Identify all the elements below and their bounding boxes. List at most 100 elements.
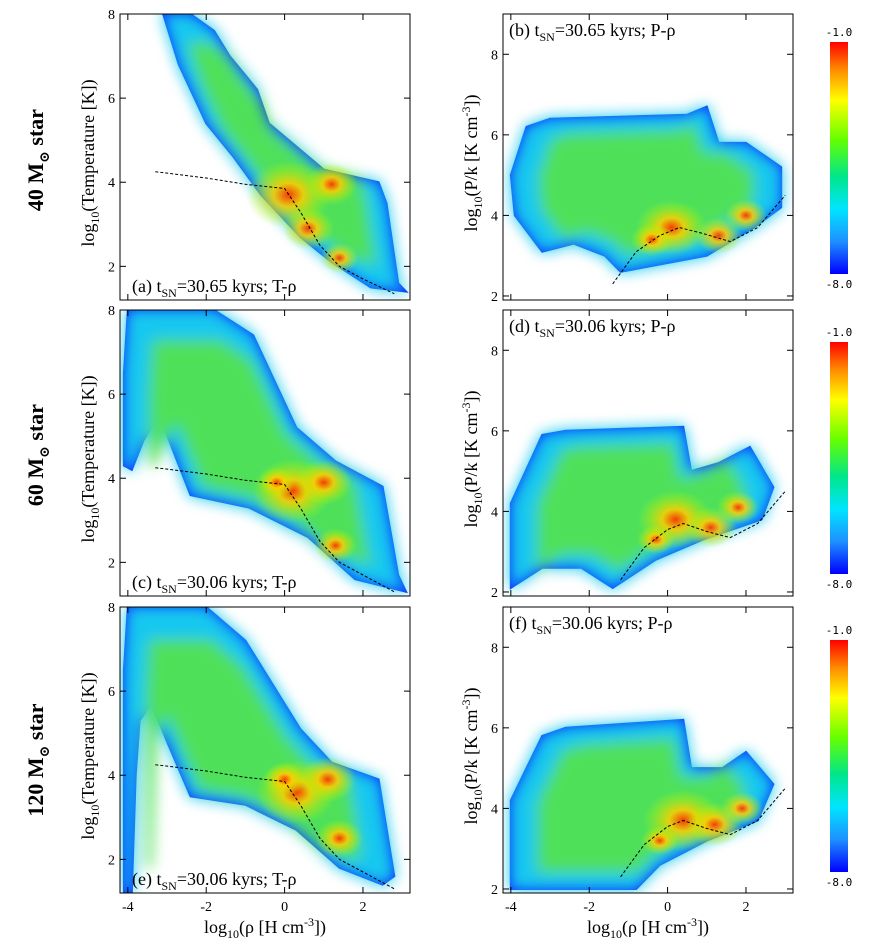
ytick-label-a-2: 6: [108, 92, 115, 107]
ytick-label-e-3: 8: [108, 601, 115, 616]
ytick-label-d-0: 2: [491, 586, 498, 601]
ytick-label-d-1: 4: [491, 505, 498, 520]
heatmap-c: [122, 310, 408, 594]
heatmap-f: [509, 718, 775, 890]
hotspot-e-2: [315, 819, 363, 858]
ytick-label-f-1: 4: [491, 802, 498, 817]
xtick-label-e-2: 0: [281, 900, 288, 915]
panel-label-e: (e) tSN=30.06 kyrs; T-ρ: [132, 869, 296, 893]
panel-c: 2 4 6 8 log10(Temperature [K]) (c) tSN=30.06 …: [78, 304, 411, 597]
hotspot-c-2: [314, 528, 357, 563]
panel-label-d: (d) tSN=30.06 kyrs; P-ρ: [509, 316, 676, 340]
xtick-label-e-0: -4: [122, 900, 134, 915]
hotspot-a-2: [320, 242, 359, 274]
xtick-label-f-0: -4: [505, 900, 517, 915]
ytick-label-a-0: 2: [108, 260, 115, 275]
panel-label-b: (b) tSN=30.65 kyrs; P-ρ: [509, 20, 676, 44]
panel-label-a: (a) tSN=30.65 kyrs; T-ρ: [132, 276, 296, 300]
panel-a: 2 4 6 8 log10(Temperature [K]) (a) tSN=30.65 …: [78, 8, 411, 301]
hotspot-a-1: [305, 163, 358, 206]
colorbar-max-label-0: -1.0: [826, 26, 853, 39]
ytick-label-f-3: 8: [491, 641, 498, 656]
envelope-fill-f: [509, 718, 775, 890]
row-labels: 40 M⊙ star 60 M⊙ star 120 M⊙ star: [23, 109, 53, 817]
xtick-label-f-1: -2: [583, 900, 595, 915]
ytick-label-d-2: 6: [491, 425, 498, 440]
xtick-label-e-1: -2: [200, 900, 212, 915]
frame-c: [119, 309, 411, 597]
hotspot-b-3: [724, 199, 768, 232]
ytick-label-c-1: 4: [108, 472, 115, 487]
xtick-label-f-3: 2: [742, 900, 749, 915]
xlabel-f: log10(ρ [H cm-3]): [587, 915, 709, 941]
ylabel-c: log10(Temperature [K]): [78, 375, 102, 542]
ytick-label-a-3: 8: [108, 8, 115, 23]
heatmap-b: [509, 105, 783, 273]
equilibrium-curve-d: [620, 490, 786, 581]
equilibrium-curve-f: [620, 787, 786, 878]
ytick-label-f-2: 6: [491, 722, 498, 737]
frame-f: [502, 606, 794, 894]
ytick-label-e-2: 6: [108, 685, 115, 700]
ytick-label-b-2: 6: [491, 129, 498, 144]
ytick-label-b-1: 4: [491, 209, 498, 224]
colorbar-1: -1.0 -8.0: [826, 326, 853, 591]
envelope-fill-a: [162, 14, 409, 293]
ytick-label-a-1: 4: [108, 176, 115, 191]
row-label-40: 40 M⊙ star: [23, 109, 53, 211]
ytick-label-b-3: 8: [491, 48, 498, 63]
ytick-label-b-0: 2: [491, 290, 498, 305]
row-label-60: 60 M⊙ star: [23, 404, 53, 506]
ytick-label-e-1: 4: [108, 769, 115, 784]
frame-b: [502, 13, 794, 301]
heatmap-a: [162, 14, 409, 293]
xlabel-e: log10(ρ [H cm-3]): [204, 915, 326, 941]
ytick-label-e-0: 2: [108, 853, 115, 868]
panel-label-f: (f) tSN=30.06 kyrs; P-ρ: [509, 613, 672, 637]
ytick-label-d-3: 8: [491, 344, 498, 359]
colorbar-max-label-1: -1.0: [826, 326, 853, 339]
panel-f: -4 -2 0 2 2 4 6 8 log10(P/k [K cm-3]) log10(ρ [H …: [459, 606, 794, 941]
panel-b: 2 4 6 8 log10(P/k [K cm-3]) (b) tSN=30.65 kyr…: [459, 13, 794, 305]
ylabel-f: log10(P/k [K cm-3]): [459, 687, 485, 824]
colorbar-max-label-2: -1.0: [826, 624, 853, 637]
colorbar-gradient-2: [830, 640, 848, 872]
heatmap-e: [122, 607, 396, 893]
colorbar-gradient-0: [830, 42, 848, 274]
envelope-fill-c: [122, 310, 408, 594]
colorbar-2: -1.0 -8.0: [826, 624, 853, 889]
colorbar-min-label-1: -8.0: [826, 578, 853, 591]
ylabel-b: log10(P/k [K cm-3]): [459, 94, 485, 231]
frame-a: [119, 13, 411, 301]
equilibrium-curve-b: [612, 194, 786, 285]
hotspot-a-3: [282, 207, 334, 250]
panel-d: 2 4 6 8 log10(P/k [K cm-3]) (d) tSN=30.06 kyr…: [459, 309, 794, 601]
ytick-label-c-3: 8: [108, 304, 115, 319]
xtick-label-e-3: 2: [359, 900, 366, 915]
row-label-120: 120 M⊙ star: [23, 703, 53, 816]
colorbar-0: -1.0 -8.0: [826, 26, 853, 291]
hotspot-e-1: [299, 756, 356, 803]
colorbar-gradient-1: [830, 342, 848, 574]
hotspot-c-1: [295, 459, 352, 506]
frame-d: [502, 309, 794, 597]
ylabel-e: log10(Temperature [K]): [78, 672, 102, 839]
hotspot-e-3: [263, 762, 306, 797]
xtick-label-f-2: 0: [664, 900, 671, 915]
hotspot-f-2: [720, 792, 764, 825]
hotspot-d-2: [716, 491, 760, 524]
heatmap-d: [509, 425, 775, 590]
colorbar-min-label-2: -8.0: [826, 876, 853, 889]
colorbar-min-label-0: -8.0: [826, 278, 853, 291]
ylabel-a: log10(Temperature [K]): [78, 79, 102, 246]
ytick-label-f-0: 2: [491, 883, 498, 898]
ytick-label-c-0: 2: [108, 556, 115, 571]
hotspot-f-3: [640, 826, 679, 856]
hotspot-b-2: [695, 217, 743, 254]
ytick-label-c-2: 6: [108, 388, 115, 403]
panel-e: -4 -2 0 2 2 4 6 8 log10(Temperature [K]) log10(ρ …: [78, 601, 411, 941]
ylabel-d: log10(P/k [K cm-3]): [459, 390, 485, 527]
hotspot-c-3: [257, 467, 296, 498]
panel-label-c: (c) tSN=30.06 kyrs; T-ρ: [132, 572, 296, 596]
